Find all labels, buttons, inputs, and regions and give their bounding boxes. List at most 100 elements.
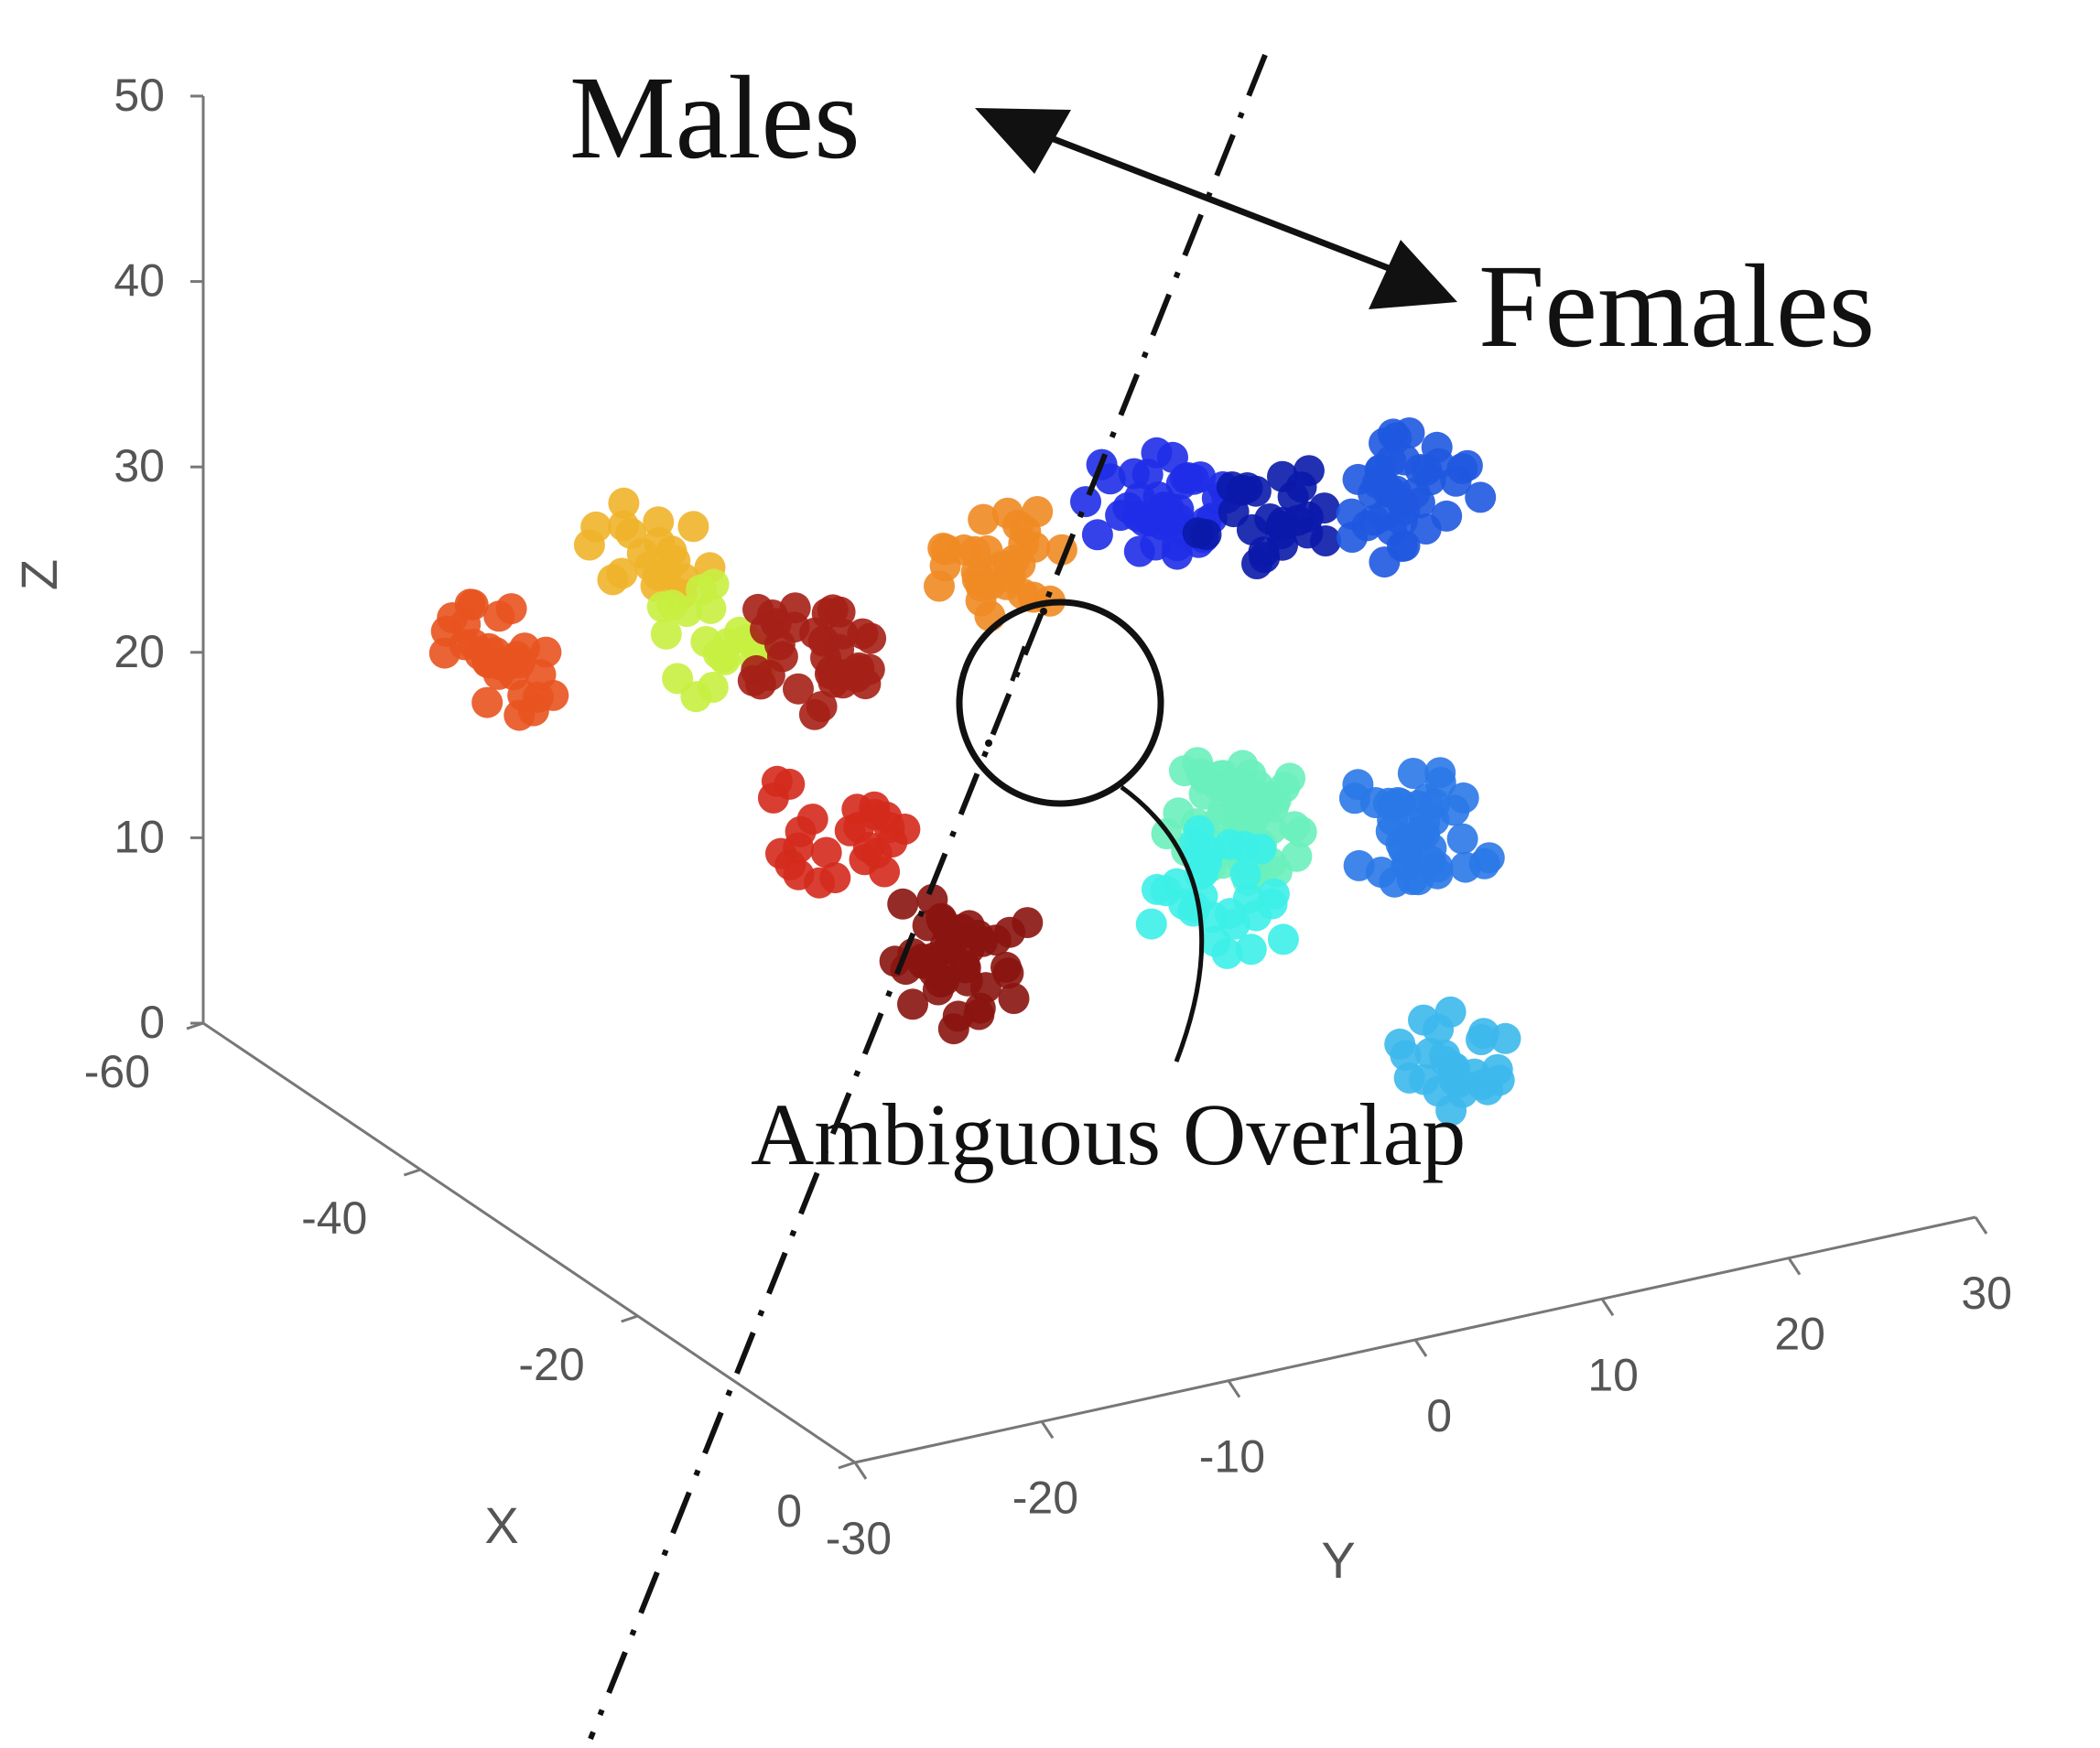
y-tick: [1227, 1379, 1241, 1398]
data-point: [861, 837, 893, 869]
data-point: [690, 626, 722, 657]
y-tick-label: 0: [1426, 1390, 1452, 1441]
y-tick-label: -30: [826, 1513, 892, 1564]
data-point: [1282, 504, 1314, 536]
data-point: [1094, 463, 1126, 495]
x-tick: [403, 1168, 421, 1177]
data-point: [1229, 830, 1261, 862]
data-point: [887, 888, 919, 920]
data-point: [1375, 445, 1407, 477]
z-axis-title: Z: [10, 559, 68, 590]
data-point: [1229, 790, 1261, 821]
data-point: [695, 592, 727, 624]
data-point: [680, 681, 712, 713]
data-point: [1338, 782, 1370, 815]
data-point: [1285, 816, 1317, 847]
data-point: [1390, 1040, 1422, 1072]
data-point: [959, 535, 991, 567]
data-point: [1229, 858, 1261, 890]
data-point: [1187, 857, 1219, 889]
x-axis-title: X: [484, 1496, 518, 1554]
males-label: Males: [569, 52, 861, 184]
data-point: [573, 529, 605, 561]
arrowhead-males: [975, 108, 1071, 174]
y-tick-label: 20: [1774, 1309, 1825, 1360]
y-tick: [1787, 1257, 1802, 1276]
data-point: [1218, 496, 1250, 528]
data-point: [927, 533, 959, 564]
gender-arrow: [975, 108, 1457, 309]
y-tick: [1413, 1339, 1428, 1357]
data-point: [990, 951, 1022, 983]
data-point: [806, 691, 838, 722]
data-point: [1446, 823, 1478, 855]
data-point: [1365, 857, 1397, 888]
data-point: [677, 511, 709, 543]
data-point: [980, 924, 1012, 956]
data-point: [1415, 832, 1447, 864]
data-point: [1022, 496, 1054, 527]
data-point: [1369, 546, 1401, 578]
data-point: [1189, 762, 1221, 794]
y-tick-label: 10: [1587, 1349, 1639, 1400]
data-point: [998, 983, 1030, 1014]
data-point: [968, 503, 1000, 535]
data-point: [1466, 1024, 1497, 1055]
data-point: [1281, 840, 1313, 872]
data-point: [765, 837, 796, 869]
data-point: [1409, 806, 1441, 838]
data-point: [471, 686, 503, 718]
data-point: [1129, 505, 1161, 537]
data-point: [1235, 933, 1267, 966]
data-point: [1239, 475, 1272, 507]
data-point: [817, 666, 850, 698]
data-point: [1473, 842, 1505, 874]
data-point: [963, 998, 995, 1030]
data-point: [1423, 1013, 1455, 1045]
x-tick-label: -60: [84, 1046, 150, 1097]
x-tick-label: 0: [776, 1485, 802, 1537]
data-point: [1438, 794, 1470, 826]
x-tick: [838, 1461, 856, 1470]
y-axis-title: Y: [1321, 1531, 1355, 1589]
data-point: [1386, 505, 1418, 537]
overlap-leader: [1120, 784, 1205, 1063]
data-point: [1440, 465, 1472, 497]
data-point: [810, 836, 842, 869]
data-point: [634, 550, 666, 582]
females-label: Females: [1478, 241, 1875, 372]
data-point: [873, 812, 905, 844]
z-tick-label: 10: [114, 811, 165, 862]
z-tick-label: 50: [114, 70, 165, 121]
data-point: [804, 867, 835, 899]
arrowhead-females: [1369, 240, 1457, 309]
x-tick-label: -20: [518, 1339, 584, 1390]
data-point: [999, 545, 1030, 577]
data-point: [778, 611, 810, 643]
data-point: [1227, 750, 1259, 782]
x-tick: [186, 1021, 204, 1030]
data-point: [1308, 492, 1340, 524]
data-point: [796, 804, 828, 836]
data-point: [1142, 481, 1174, 513]
data-point: [783, 673, 814, 705]
data-point: [1140, 529, 1172, 561]
data-point: [1446, 1076, 1478, 1108]
data-point: [1105, 500, 1137, 532]
data-point: [1211, 937, 1243, 969]
y-tick: [1974, 1216, 1988, 1235]
data-point: [750, 613, 781, 645]
z-tick-label: 40: [114, 255, 165, 307]
data-point: [1161, 868, 1193, 900]
y-tick-label: 30: [1961, 1268, 2012, 1319]
data-point: [918, 956, 950, 988]
data-point: [650, 618, 682, 650]
data-point: [608, 510, 640, 542]
data-point: [428, 637, 460, 669]
y-tick: [1040, 1420, 1055, 1440]
data-point: [1218, 908, 1250, 940]
scatter-points: [428, 417, 1521, 1127]
data-point: [1185, 461, 1217, 493]
